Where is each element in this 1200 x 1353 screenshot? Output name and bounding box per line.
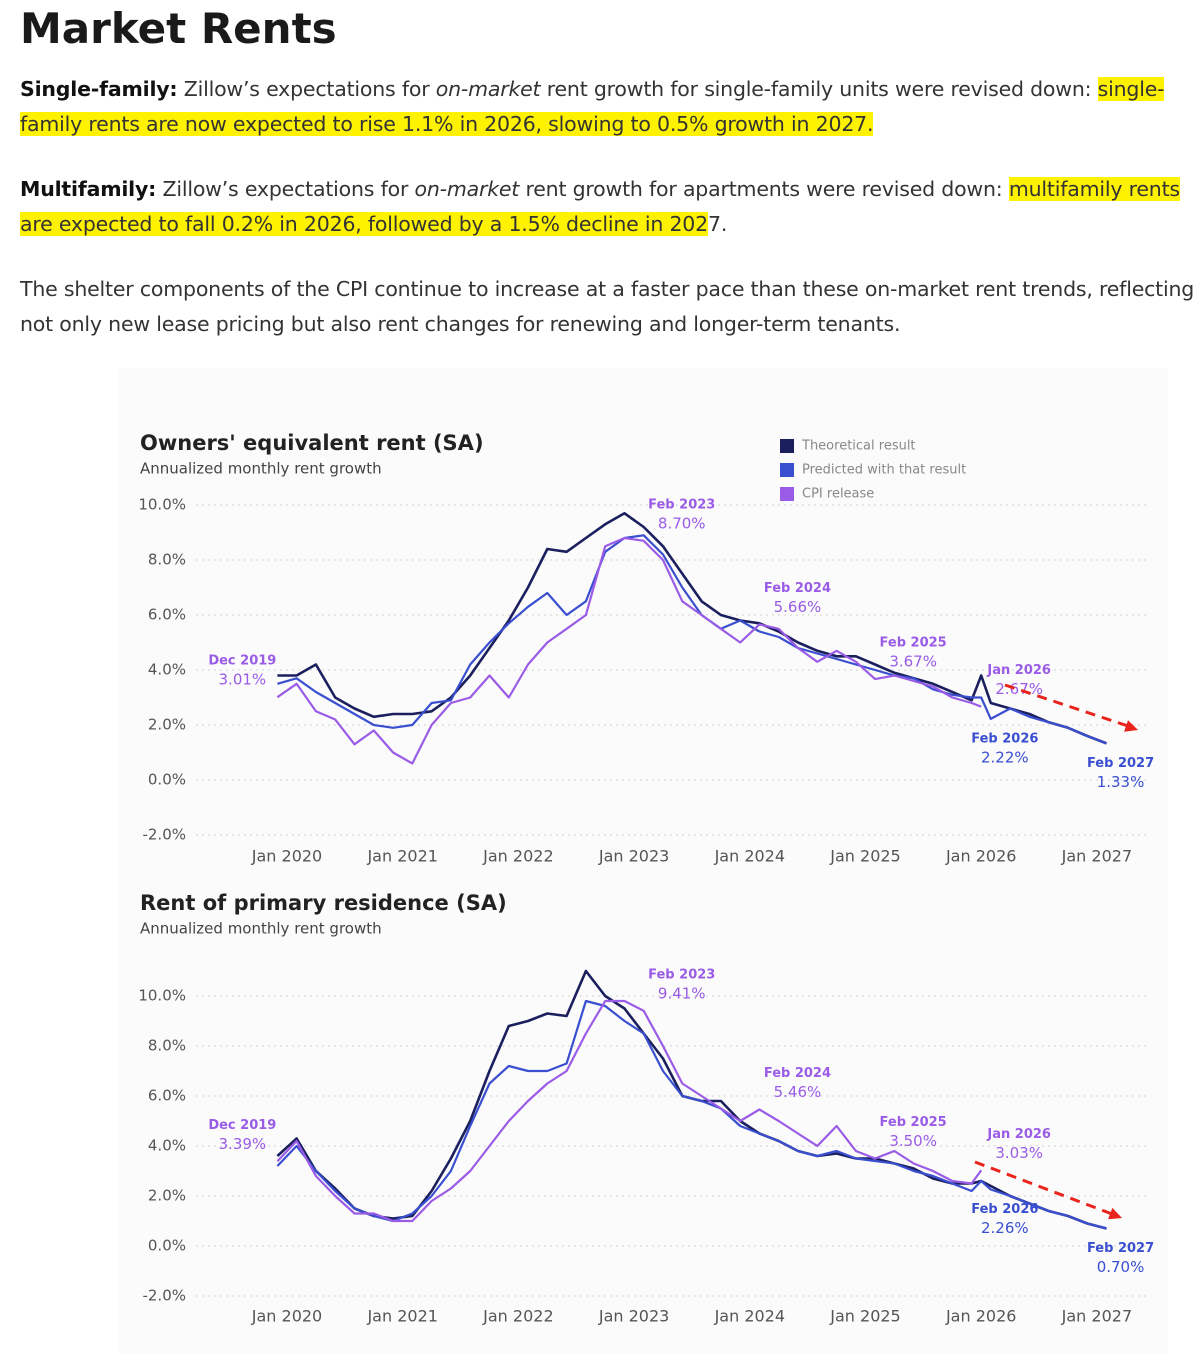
y-tick-label: 8.0% <box>148 1037 186 1055</box>
x-tick-label: Jan 2027 <box>1061 1307 1132 1326</box>
y-tick-label: 2.0% <box>148 1187 186 1205</box>
x-tick-label: Jan 2025 <box>829 847 900 866</box>
annotation-label: Feb 2024 <box>764 1066 831 1081</box>
paragraph: The shelter components of the CPI contin… <box>20 272 1198 342</box>
y-tick-label: 6.0% <box>148 606 186 624</box>
text-span: Zillow’s expectations for <box>156 177 415 201</box>
annotation-label: Feb 2025 <box>880 636 947 651</box>
annotation-value: 2.26% <box>981 1219 1029 1237</box>
annotation-value: 1.33% <box>1097 773 1145 791</box>
y-tick-label: 4.0% <box>148 1137 186 1155</box>
annotation-label: Dec 2019 <box>208 654 276 669</box>
x-tick-label: Jan 2023 <box>598 1307 669 1326</box>
annotation-value: 2.22% <box>981 748 1029 766</box>
x-tick-label: Jan 2022 <box>482 1307 553 1326</box>
paragraphs: Single-family: Zillow’s expectations for… <box>20 72 1198 372</box>
x-tick-label: Jan 2021 <box>366 1307 437 1326</box>
series-line <box>276 999 1107 1230</box>
paragraph: Multifamily: Zillow’s expectations for o… <box>20 172 1198 242</box>
chart-title: Rent of primary residence (SA) <box>140 891 507 915</box>
annotation-value: 3.50% <box>889 1132 937 1150</box>
annotation-label: Feb 2026 <box>971 731 1038 746</box>
y-tick-label: 0.0% <box>148 1237 186 1255</box>
annotation-label: Feb 2023 <box>648 497 715 512</box>
text-span: The shelter components of the CPI contin… <box>20 277 1195 336</box>
text-span: Zillow’s expectations for <box>177 77 436 101</box>
legend-swatch <box>780 439 794 453</box>
annotation-label: Feb 2027 <box>1087 1241 1154 1256</box>
legend-swatch <box>780 487 794 501</box>
text-span: rent growth for single-family units were… <box>540 77 1098 101</box>
x-tick-label: Jan 2020 <box>251 1307 322 1326</box>
x-tick-label: Jan 2021 <box>366 847 437 866</box>
x-tick-label: Jan 2023 <box>598 847 669 866</box>
chart-subtitle: Annualized monthly rent growth <box>140 920 382 938</box>
arrow-head <box>1108 1207 1122 1220</box>
annotation-label: Feb 2026 <box>971 1202 1038 1217</box>
annotation-label: Feb 2027 <box>1087 756 1154 771</box>
x-tick-label: Jan 2024 <box>714 1307 785 1326</box>
annotation-value: 3.01% <box>219 671 267 689</box>
x-tick-label: Jan 2025 <box>829 1307 900 1326</box>
y-tick-label: 6.0% <box>148 1087 186 1105</box>
y-tick-label: 0.0% <box>148 771 186 789</box>
annotation-value: 3.67% <box>889 653 937 671</box>
y-tick-label: -2.0% <box>142 1287 186 1305</box>
text-span: 7. <box>708 212 728 236</box>
y-tick-label: 8.0% <box>148 551 186 569</box>
series-line <box>277 511 1107 745</box>
chart-title: Owners' equivalent rent (SA) <box>140 431 484 455</box>
text-span: Single-family: <box>20 77 178 101</box>
annotation-label: Feb 2025 <box>880 1115 947 1130</box>
trend-arrow <box>974 1160 1113 1216</box>
x-tick-label: Jan 2020 <box>251 847 322 866</box>
annotation-value: 5.66% <box>774 598 822 616</box>
annotation-value: 0.70% <box>1097 1258 1145 1276</box>
chart-subtitle: Annualized monthly rent growth <box>140 460 382 478</box>
legend-label: Theoretical result <box>801 439 916 454</box>
y-tick-label: 4.0% <box>148 661 186 679</box>
annotation-label: Jan 2026 <box>986 663 1051 678</box>
annotation-label: Feb 2023 <box>648 967 715 982</box>
y-tick-label: 10.0% <box>138 496 186 514</box>
annotation-value: 5.46% <box>774 1083 822 1101</box>
annotation-value: 3.39% <box>219 1135 267 1153</box>
chart-background <box>118 368 1168 1353</box>
series-line <box>276 999 983 1223</box>
x-tick-label: Jan 2027 <box>1061 847 1132 866</box>
legend-label: CPI release <box>802 487 874 502</box>
text-span: Multifamily: <box>20 177 157 201</box>
annotation-value: 3.03% <box>995 1144 1043 1162</box>
x-tick-label: Jan 2026 <box>945 1307 1016 1326</box>
page-title: Market Rents <box>20 4 337 53</box>
x-tick-label: Jan 2026 <box>945 847 1016 866</box>
legend-label: Predicted with that result <box>802 463 966 478</box>
x-tick-label: Jan 2022 <box>482 847 553 866</box>
text-span: on-market <box>414 177 520 201</box>
trend-arrow <box>1004 683 1129 728</box>
annotation-value: 9.41% <box>658 984 706 1002</box>
paragraph: Single-family: Zillow’s expectations for… <box>20 72 1198 142</box>
text-span: on-market <box>435 77 541 101</box>
text-span: rent growth for apartments were revised … <box>519 177 1009 201</box>
annotation-label: Feb 2024 <box>764 581 831 596</box>
y-tick-label: -2.0% <box>142 826 186 844</box>
annotation-label: Jan 2026 <box>986 1127 1051 1142</box>
series-line <box>276 536 982 765</box>
annotation-value: 2.67% <box>995 680 1043 698</box>
arrow-head <box>1124 720 1138 732</box>
annotation-label: Dec 2019 <box>208 1118 276 1133</box>
y-tick-label: 10.0% <box>138 987 186 1005</box>
x-tick-label: Jan 2024 <box>714 847 785 866</box>
annotation-value: 8.70% <box>658 514 706 532</box>
y-tick-label: 2.0% <box>148 716 186 734</box>
legend-swatch <box>780 463 794 477</box>
